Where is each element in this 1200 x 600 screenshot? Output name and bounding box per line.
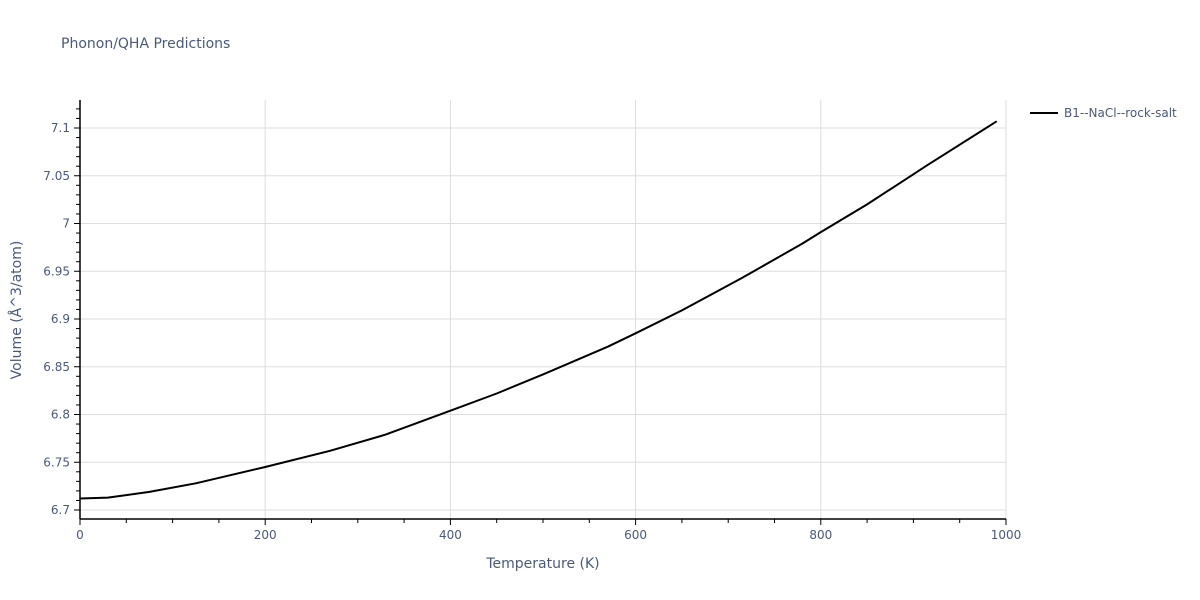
y-tick-label: 6.7 bbox=[51, 503, 70, 517]
y-tick-label: 6.85 bbox=[43, 360, 70, 374]
x-axis-title: Temperature (K) bbox=[485, 556, 599, 572]
y-tick-label: 6.9 bbox=[51, 312, 70, 326]
x-tick-label: 600 bbox=[624, 528, 647, 542]
legend-line-swatch bbox=[1030, 112, 1058, 114]
x-tick-label: 0 bbox=[76, 528, 84, 542]
x-tick-label: 400 bbox=[439, 528, 462, 542]
x-tick-label: 1000 bbox=[991, 528, 1022, 542]
y-tick-label: 7 bbox=[62, 217, 70, 231]
series-line[interactable] bbox=[79, 120, 998, 500]
y-tick-label: 7.1 bbox=[51, 121, 70, 135]
y-tick-label: 7.05 bbox=[43, 169, 70, 183]
x-tick-label: 800 bbox=[809, 528, 832, 542]
chart-title: Phonon/QHA Predictions bbox=[61, 36, 231, 52]
y-axis-title: Volume (Å^3/atom) bbox=[8, 241, 25, 380]
y-tick-label: 6.75 bbox=[43, 455, 70, 469]
x-tick-label: 200 bbox=[254, 528, 277, 542]
legend-label: B1--NaCl--rock-salt bbox=[1064, 106, 1177, 120]
legend-item[interactable]: B1--NaCl--rock-salt bbox=[1030, 106, 1177, 120]
y-tick-label: 6.95 bbox=[43, 264, 70, 278]
y-tick-label: 6.8 bbox=[51, 408, 70, 422]
